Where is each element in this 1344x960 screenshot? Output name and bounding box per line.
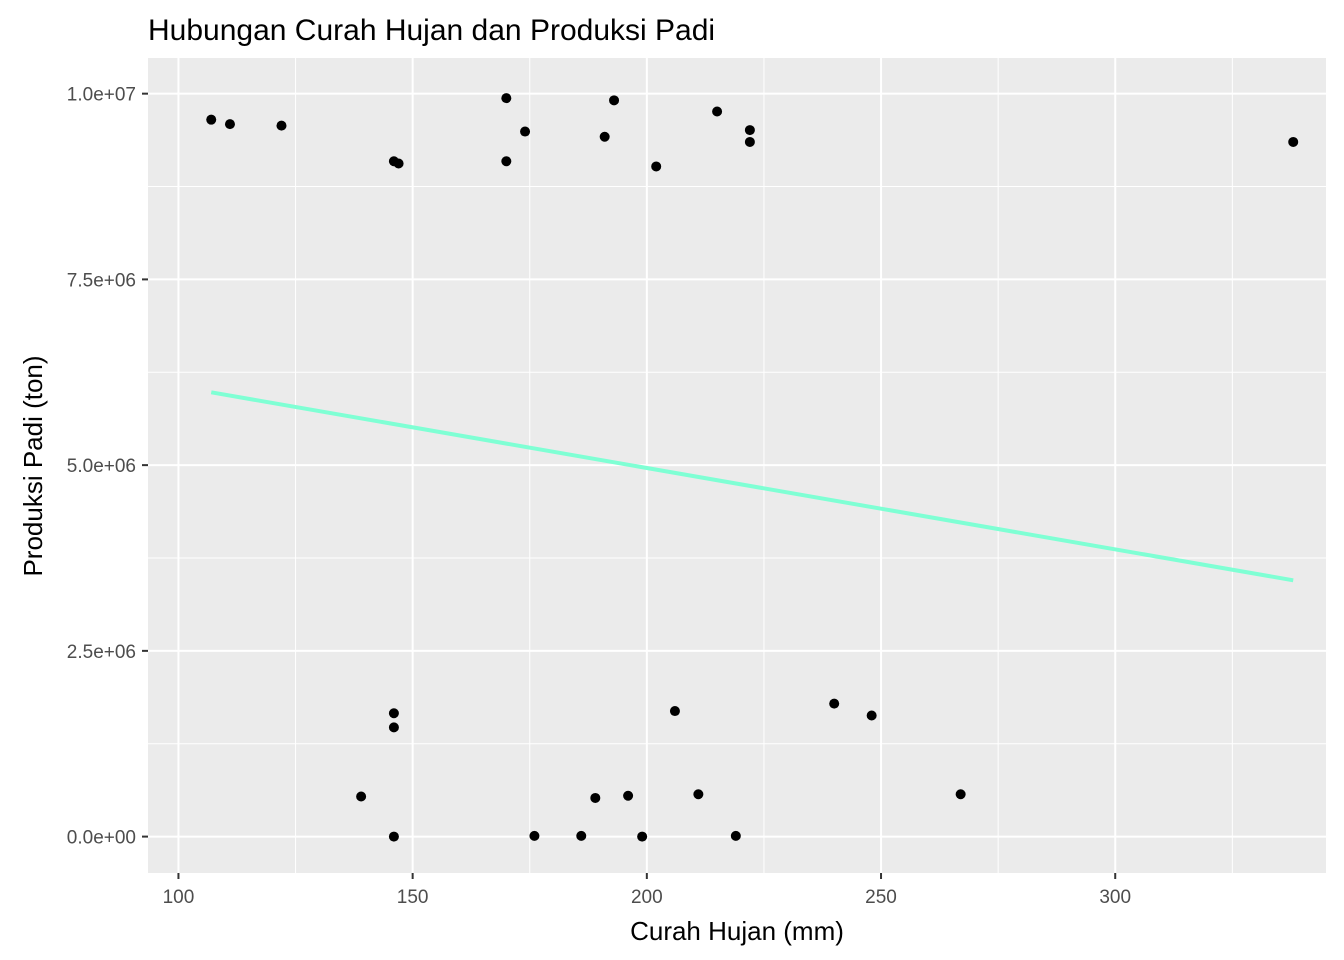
- data-point: [1288, 136, 1299, 147]
- trend-line-layer: [210, 390, 1294, 583]
- data-point: [669, 706, 680, 717]
- data-point: [693, 789, 704, 800]
- data-point: [609, 95, 620, 106]
- x-tick-label: 150: [397, 887, 429, 908]
- y-axis-title: Produksi Padi (ton): [18, 355, 48, 576]
- data-point: [276, 120, 287, 131]
- data-point: [829, 698, 840, 709]
- data-point: [520, 126, 531, 137]
- x-tick-label: 100: [163, 887, 195, 908]
- chart-title: Hubungan Curah Hujan dan Produksi Padi: [148, 14, 715, 47]
- data-points: [206, 93, 1299, 842]
- data-point: [623, 790, 634, 801]
- data-point: [388, 831, 399, 842]
- x-tick-label: 300: [1099, 887, 1131, 908]
- data-point: [356, 791, 367, 802]
- data-point: [501, 93, 512, 104]
- y-tick-label: 7.5e+06: [67, 270, 136, 291]
- data-point: [744, 136, 755, 147]
- data-point: [388, 708, 399, 719]
- y-tick-label: 5.0e+06: [67, 456, 136, 477]
- data-point: [393, 158, 404, 169]
- data-point: [955, 789, 966, 800]
- data-point: [637, 831, 648, 842]
- data-point: [590, 792, 601, 803]
- data-point: [651, 161, 662, 172]
- data-point: [388, 722, 399, 733]
- data-point: [576, 830, 587, 841]
- data-point: [529, 830, 540, 841]
- y-axis: 0.0e+00 2.5e+06 5.0e+06 7.5e+06 1.0e+07: [67, 85, 148, 849]
- trend-line: [210, 390, 1294, 583]
- x-axis-title: Curah Hujan (mm): [630, 916, 844, 946]
- data-point: [501, 156, 512, 167]
- data-point: [866, 710, 877, 721]
- y-tick-label: 1.0e+07: [67, 85, 136, 106]
- data-point: [599, 131, 610, 142]
- data-point: [224, 119, 235, 130]
- x-tick-label: 200: [631, 887, 663, 908]
- data-point: [744, 125, 755, 136]
- data-point: [712, 106, 723, 117]
- x-tick-label: 250: [865, 887, 897, 908]
- y-tick-label: 2.5e+06: [67, 642, 136, 663]
- data-point: [206, 114, 217, 125]
- x-axis: 100 150 200 250 300: [163, 873, 1131, 908]
- data-point: [730, 830, 741, 841]
- y-tick-label: 0.0e+00: [67, 828, 136, 849]
